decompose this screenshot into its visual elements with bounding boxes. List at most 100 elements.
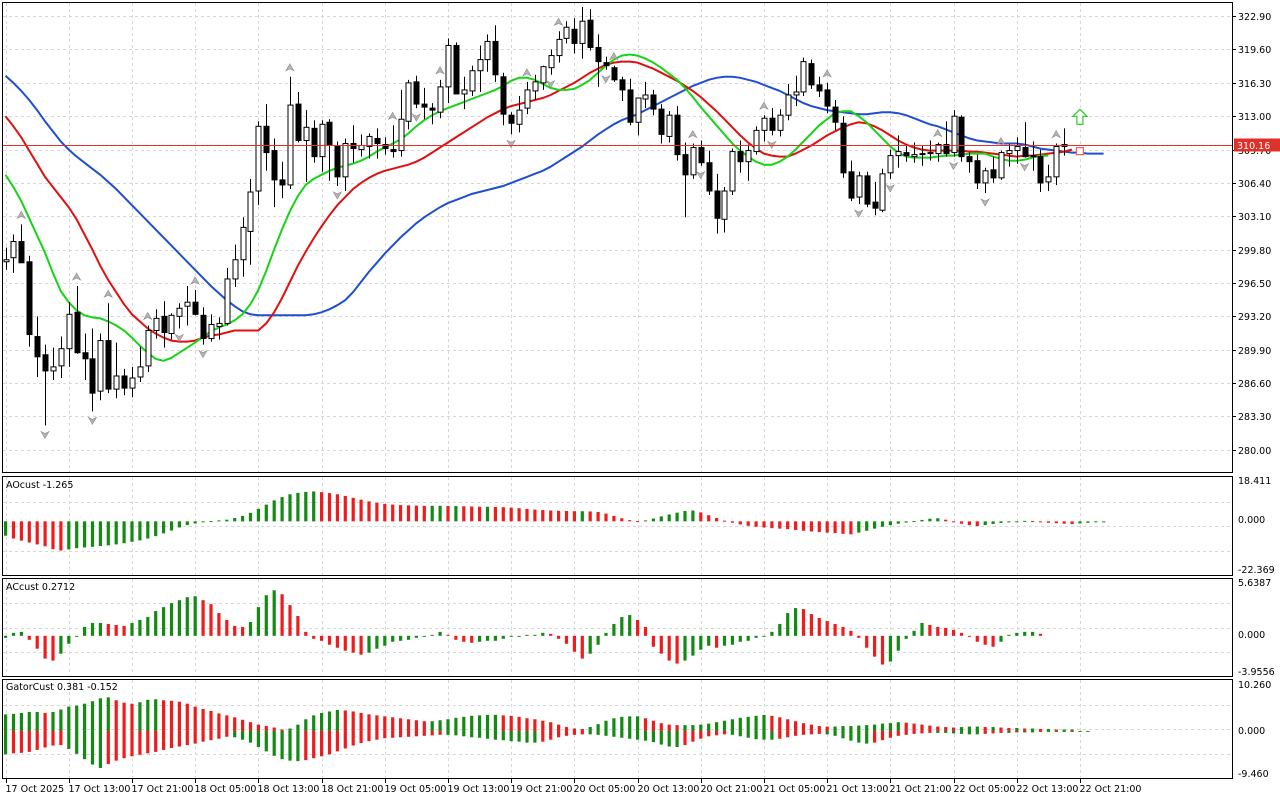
candle[interactable] <box>492 25 499 82</box>
candles[interactable] <box>3 7 1068 426</box>
candle[interactable] <box>761 115 768 142</box>
candle[interactable] <box>879 168 886 213</box>
candle[interactable] <box>777 109 784 137</box>
candle[interactable] <box>279 161 286 199</box>
candle[interactable] <box>840 116 847 178</box>
main-price-panel[interactable] <box>2 2 1233 473</box>
candle[interactable] <box>753 126 760 155</box>
candle[interactable] <box>374 128 381 159</box>
candle[interactable] <box>192 290 199 316</box>
candle[interactable] <box>516 95 523 133</box>
candle[interactable] <box>903 144 910 162</box>
candle[interactable] <box>1006 144 1013 167</box>
candle[interactable] <box>635 97 642 136</box>
candle[interactable] <box>58 336 65 378</box>
candle[interactable] <box>390 125 397 158</box>
candle[interactable] <box>951 110 958 157</box>
candle[interactable] <box>445 38 452 104</box>
candle[interactable] <box>26 255 33 347</box>
candle[interactable] <box>556 31 563 63</box>
candle[interactable] <box>548 49 555 75</box>
candle[interactable] <box>10 234 17 273</box>
candle[interactable] <box>382 137 389 155</box>
candle[interactable] <box>66 302 73 367</box>
ac-panel[interactable] <box>2 578 1233 677</box>
candle[interactable] <box>82 333 89 381</box>
candle[interactable] <box>168 313 175 340</box>
candle[interactable] <box>105 303 112 394</box>
candle[interactable] <box>184 286 191 326</box>
candle[interactable] <box>1030 141 1037 171</box>
candle[interactable] <box>990 156 997 183</box>
candle[interactable] <box>1037 149 1044 193</box>
candle[interactable] <box>832 100 839 131</box>
candle[interactable] <box>785 83 792 121</box>
candle[interactable] <box>682 142 689 218</box>
candle[interactable] <box>405 79 412 130</box>
candle[interactable] <box>113 342 120 399</box>
candle[interactable] <box>729 148 736 196</box>
candle[interactable] <box>200 307 207 345</box>
candle[interactable] <box>793 75 800 107</box>
candle[interactable] <box>295 91 302 143</box>
candle[interactable] <box>350 125 357 163</box>
candle[interactable] <box>619 76 626 102</box>
candle[interactable] <box>824 82 831 114</box>
candle[interactable] <box>421 87 428 120</box>
candle[interactable] <box>477 45 484 92</box>
candle[interactable] <box>627 78 634 126</box>
candle[interactable] <box>121 368 128 396</box>
candle[interactable] <box>129 366 136 398</box>
candle[interactable] <box>721 186 728 233</box>
candle[interactable] <box>42 344 49 426</box>
candle[interactable] <box>848 160 855 202</box>
candle[interactable] <box>232 244 239 288</box>
candle[interactable] <box>887 149 894 179</box>
candle[interactable] <box>1045 164 1052 192</box>
candle[interactable] <box>18 224 25 264</box>
candle[interactable] <box>958 115 965 162</box>
candle[interactable] <box>303 110 310 182</box>
candle[interactable] <box>50 347 57 381</box>
candle[interactable] <box>595 34 602 87</box>
candle[interactable] <box>864 171 871 208</box>
candle[interactable] <box>650 89 657 116</box>
candle[interactable] <box>74 286 81 354</box>
candle[interactable] <box>366 133 373 159</box>
candle[interactable] <box>698 140 705 166</box>
candle[interactable] <box>208 314 215 342</box>
candle[interactable] <box>161 301 168 348</box>
candle[interactable] <box>895 135 902 168</box>
candle[interactable] <box>437 79 444 119</box>
candle[interactable] <box>714 173 721 234</box>
candle[interactable] <box>872 181 879 216</box>
candle[interactable] <box>603 56 610 70</box>
candle[interactable] <box>342 138 349 192</box>
candle[interactable] <box>642 81 649 109</box>
candle[interactable] <box>311 120 318 163</box>
candle[interactable] <box>587 9 594 51</box>
candle[interactable] <box>674 106 681 161</box>
candle[interactable] <box>429 103 436 125</box>
candle[interactable] <box>247 178 254 265</box>
candle[interactable] <box>224 267 231 326</box>
candle[interactable] <box>658 104 665 144</box>
gator-panel[interactable] <box>2 679 1233 779</box>
candle[interactable] <box>1022 122 1029 158</box>
candle[interactable] <box>532 74 539 101</box>
candle[interactable] <box>769 108 776 136</box>
candle[interactable] <box>145 325 152 372</box>
candle[interactable] <box>461 76 468 110</box>
candle[interactable] <box>263 104 270 171</box>
candle[interactable] <box>453 42 460 95</box>
candle[interactable] <box>216 317 223 340</box>
candle[interactable] <box>97 333 104 401</box>
candle[interactable] <box>137 346 144 383</box>
candle[interactable] <box>1053 143 1060 185</box>
candle[interactable] <box>919 145 926 166</box>
candle[interactable] <box>540 65 547 90</box>
candle[interactable] <box>176 303 183 329</box>
candle[interactable] <box>271 138 278 208</box>
candle[interactable] <box>943 121 950 157</box>
